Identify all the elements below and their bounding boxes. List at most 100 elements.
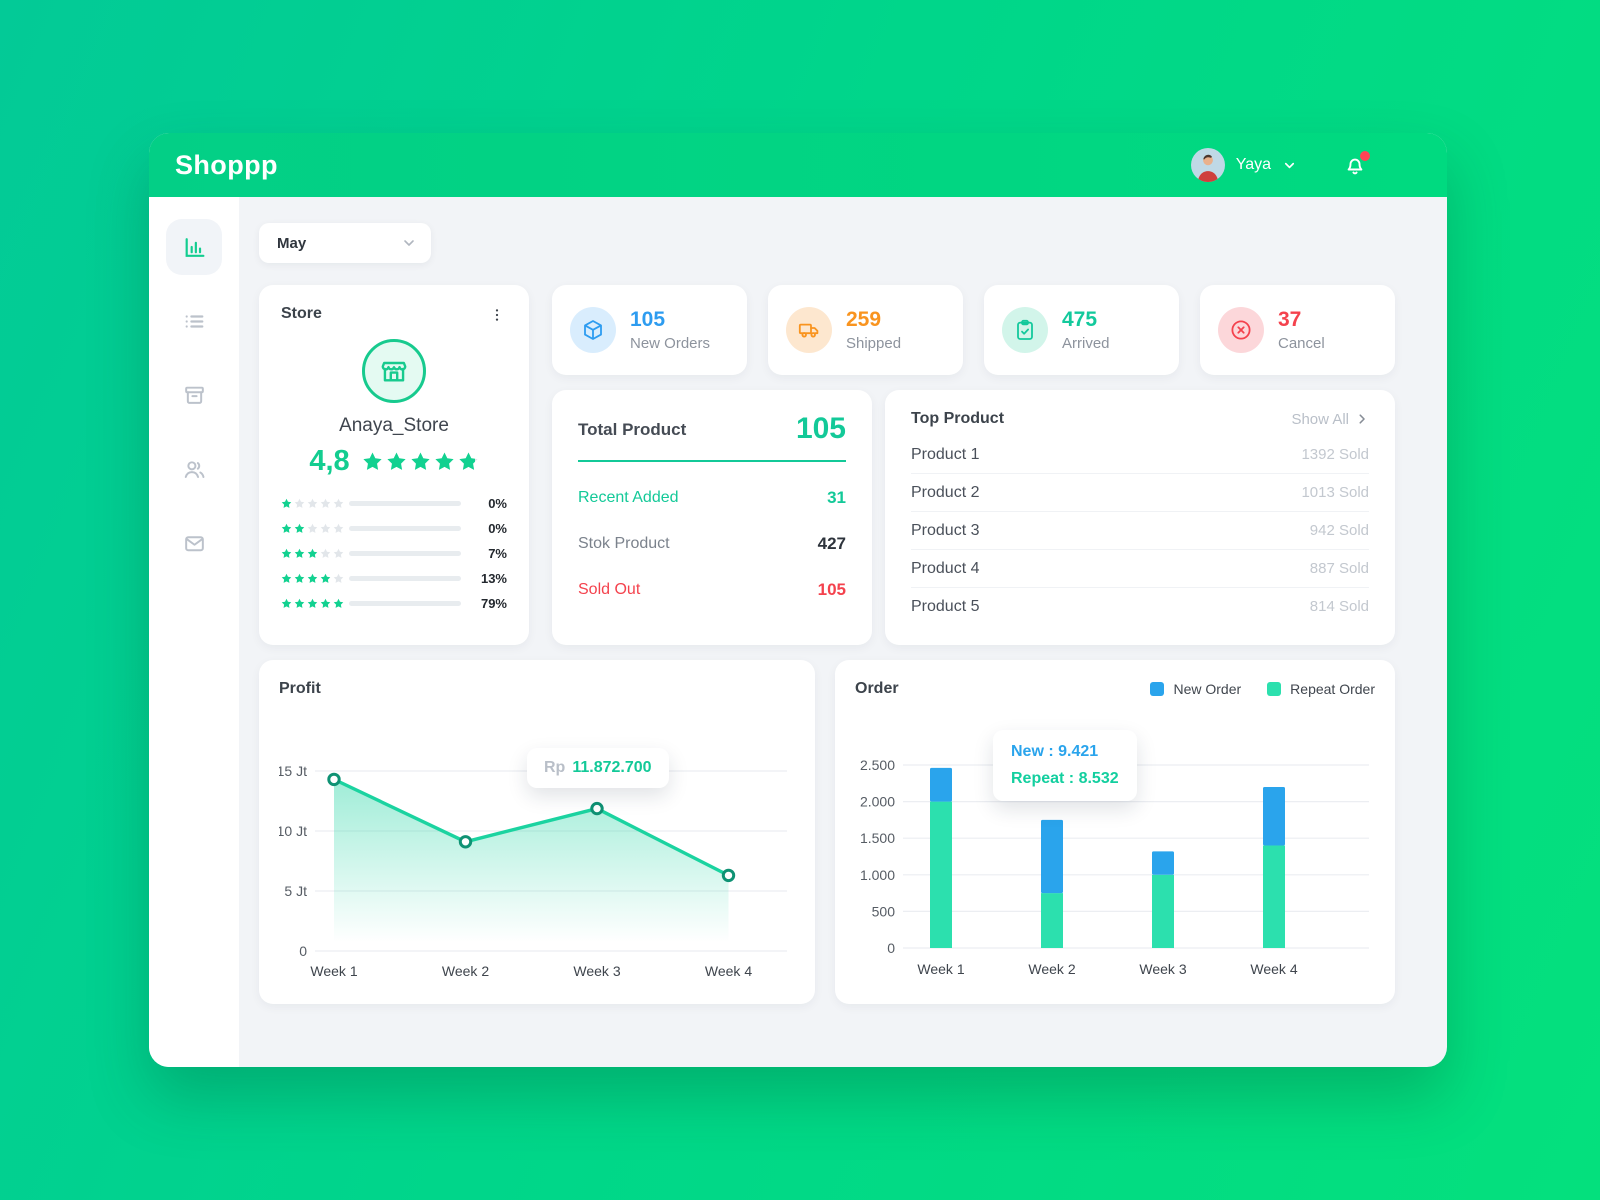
svg-text:5 Jt: 5 Jt	[284, 883, 307, 899]
sidebar-item-products[interactable]	[166, 371, 222, 419]
stat-card-cancel: 37 Cancel	[1200, 285, 1395, 375]
rating-breakdown-row: 7%	[281, 546, 507, 561]
product-sold: 814 Sold	[1309, 598, 1369, 615]
rating-breakdown-row: 79%	[281, 596, 507, 611]
stat-card-arrived: 475 Arrived	[984, 285, 1179, 375]
total-product-value: 105	[795, 412, 846, 445]
tooltip-value: 11.872.700	[572, 759, 652, 776]
truck-icon	[786, 307, 832, 353]
sidebar-item-dashboard[interactable]	[166, 219, 222, 275]
chevron-right-icon	[1359, 414, 1365, 424]
stat-label: New Orders	[630, 335, 711, 352]
sidebar	[149, 197, 239, 1067]
total-product-row-recent: Recent Added 31	[578, 488, 846, 508]
rating-breakdown-row: 0%	[281, 521, 507, 536]
user-name: Yaya	[1235, 156, 1271, 173]
order-bar-chart[interactable]: 2.500 2.000 1.500 1.000 500 0 Week 1 Week 2 Week…	[855, 700, 1375, 982]
list-icon	[185, 314, 203, 328]
row-label: Recent Added	[578, 489, 679, 506]
product-name: Product 3	[911, 521, 980, 539]
row-label: Stok Product	[578, 535, 670, 552]
product-sold: 887 Sold	[1309, 560, 1369, 577]
clipboard-check-icon	[1002, 307, 1048, 353]
rating-bar	[349, 551, 461, 556]
legend-item-repeat-order: Repeat Order	[1267, 681, 1375, 697]
product-name: Product 4	[911, 559, 980, 577]
rating-breakdown: 0% 0% 7% 13% 79%	[281, 496, 507, 611]
rating-percent: 0%	[488, 521, 507, 536]
kebab-menu-icon[interactable]	[487, 305, 507, 325]
profit-tooltip: Rp 11.872.700	[527, 748, 669, 788]
storefront-icon	[362, 339, 426, 403]
star-row-icons	[281, 598, 345, 609]
tooltip-repeat-line: Repeat : 8.532	[1011, 770, 1119, 787]
svg-text:1.500: 1.500	[860, 830, 895, 846]
rating-percent: 79%	[480, 596, 507, 611]
bell-icon	[1347, 158, 1363, 175]
product-sold: 942 Sold	[1309, 522, 1369, 539]
stat-value: 105	[630, 308, 666, 331]
store-card: Store Anaya_Store 4,8 0% 0% 7% 13% 79%	[259, 285, 529, 645]
order-chart-card: Order New Order Repeat Order 2.500 2.000 1…	[835, 660, 1395, 1004]
month-select[interactable]: May	[259, 223, 431, 263]
svg-text:Week 1: Week 1	[917, 961, 964, 977]
profit-chart-title: Profit	[279, 680, 321, 697]
svg-text:Week 4: Week 4	[1250, 961, 1297, 977]
divider	[578, 460, 846, 462]
svg-text:Week 2: Week 2	[1028, 961, 1075, 977]
svg-text:2.500: 2.500	[860, 757, 895, 773]
notification-dot	[1360, 151, 1370, 161]
table-row: Product 3 942 Sold	[911, 512, 1369, 550]
rating-stars	[362, 451, 479, 472]
show-all-link[interactable]: Show All	[1291, 411, 1369, 428]
app-header: Shoppp Yaya	[149, 133, 1447, 197]
rating-percent: 13%	[480, 571, 507, 586]
rating-value: 4,8	[309, 445, 350, 477]
svg-text:Week 3: Week 3	[573, 963, 620, 979]
legend-swatch	[1267, 682, 1282, 696]
row-value: 31	[827, 488, 846, 507]
stat-value: 259	[846, 308, 882, 331]
total-product-card: Total Product 105 Recent Added 31 Stok P…	[552, 390, 872, 645]
chevron-down-icon	[404, 240, 414, 246]
mail-icon	[184, 535, 204, 551]
rating-bar	[349, 526, 461, 531]
app-logo: Shoppp	[175, 149, 278, 180]
top-product-title: Top Product	[911, 410, 1005, 427]
total-product-row-soldout: Sold Out 105	[578, 580, 846, 600]
table-row: Product 1 1392 Sold	[911, 436, 1369, 474]
rating-percent: 7%	[488, 546, 507, 561]
sidebar-item-messages[interactable]	[166, 519, 222, 567]
notification-bell[interactable]	[1343, 151, 1370, 177]
stat-label: Cancel	[1278, 335, 1325, 352]
svg-text:15 Jt: 15 Jt	[279, 763, 307, 779]
product-sold: 1013 Sold	[1301, 484, 1369, 501]
show-all-label: Show All	[1291, 410, 1349, 428]
rating-bar	[349, 501, 461, 506]
svg-text:Week 3: Week 3	[1139, 961, 1186, 977]
total-product-row-stock: Stok Product 427	[578, 534, 846, 554]
legend-swatch	[1150, 682, 1165, 696]
tooltip-prefix: Rp	[544, 759, 566, 776]
svg-text:Week 1: Week 1	[310, 963, 357, 979]
legend-label: Repeat Order	[1290, 681, 1375, 697]
table-row: Product 2 1013 Sold	[911, 474, 1369, 512]
store-name: Anaya_Store	[339, 415, 449, 436]
users-icon	[184, 460, 204, 478]
svg-text:0: 0	[887, 940, 895, 956]
svg-text:0: 0	[299, 943, 307, 959]
sidebar-item-customers[interactable]	[166, 445, 222, 493]
svg-text:10 Jt: 10 Jt	[279, 823, 307, 839]
star-row-icons	[281, 498, 345, 509]
bar-chart-icon	[185, 237, 204, 257]
stat-card-shipped: 259 Shipped	[768, 285, 963, 375]
header-right: Yaya	[1190, 148, 1370, 182]
product-name: Product 2	[911, 483, 980, 501]
chevron-down-icon	[1282, 158, 1297, 173]
order-chart-title: Order	[855, 680, 899, 697]
table-row: Product 5 814 Sold	[911, 588, 1369, 625]
order-tooltip: New : 9.421 Repeat : 8.532	[993, 730, 1137, 801]
sidebar-item-orders[interactable]	[166, 297, 222, 345]
user-menu[interactable]: Yaya	[1190, 148, 1297, 182]
